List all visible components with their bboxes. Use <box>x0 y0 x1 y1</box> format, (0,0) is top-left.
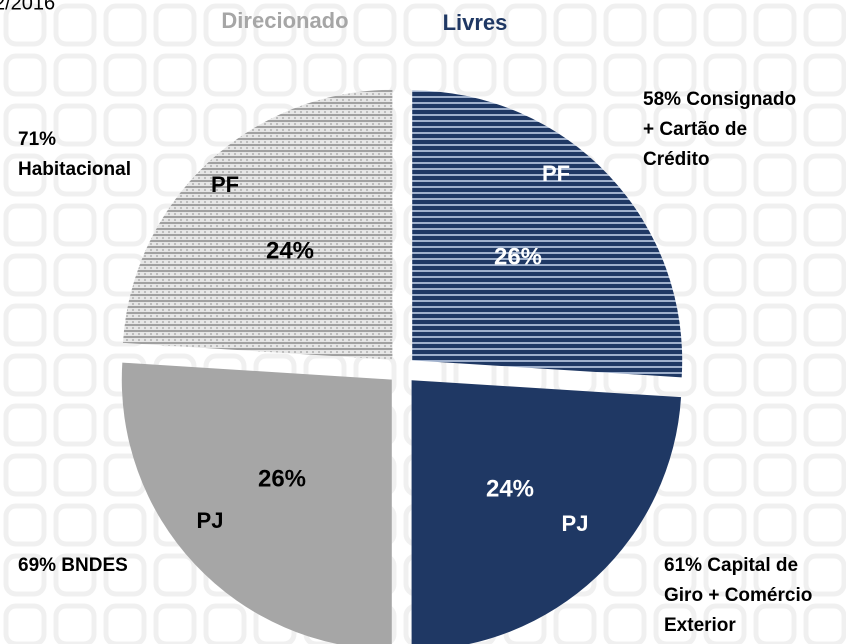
value-label: 26% <box>258 465 306 492</box>
category-label: PF <box>211 172 239 197</box>
annotation: Habitacional <box>18 159 131 180</box>
annotation: 58% Consignado <box>643 89 796 110</box>
annotation: 71% <box>18 129 56 150</box>
annotation: Exterior <box>664 615 736 636</box>
group-label: Livres <box>443 10 508 35</box>
value-label: 26% <box>494 243 542 270</box>
pie-slice <box>121 362 392 644</box>
annotation: 69% BNDES <box>18 555 128 576</box>
group-label: Direcionado <box>221 8 348 33</box>
category-label: PF <box>542 161 570 186</box>
value-label: 24% <box>486 475 534 502</box>
pie-slice <box>412 90 683 378</box>
annotation: Crédito <box>643 149 710 170</box>
category-label: PJ <box>562 511 589 536</box>
category-label: PJ <box>197 508 224 533</box>
annotation: Giro + Comércio <box>664 585 812 606</box>
annotation: 61% Capital de <box>664 555 798 576</box>
value-label: 24% <box>266 237 314 264</box>
pie-slice <box>122 89 393 360</box>
annotation: + Cartão de <box>643 119 747 140</box>
pie-slice <box>411 380 682 644</box>
subtitle: 2/2016 <box>0 0 55 14</box>
